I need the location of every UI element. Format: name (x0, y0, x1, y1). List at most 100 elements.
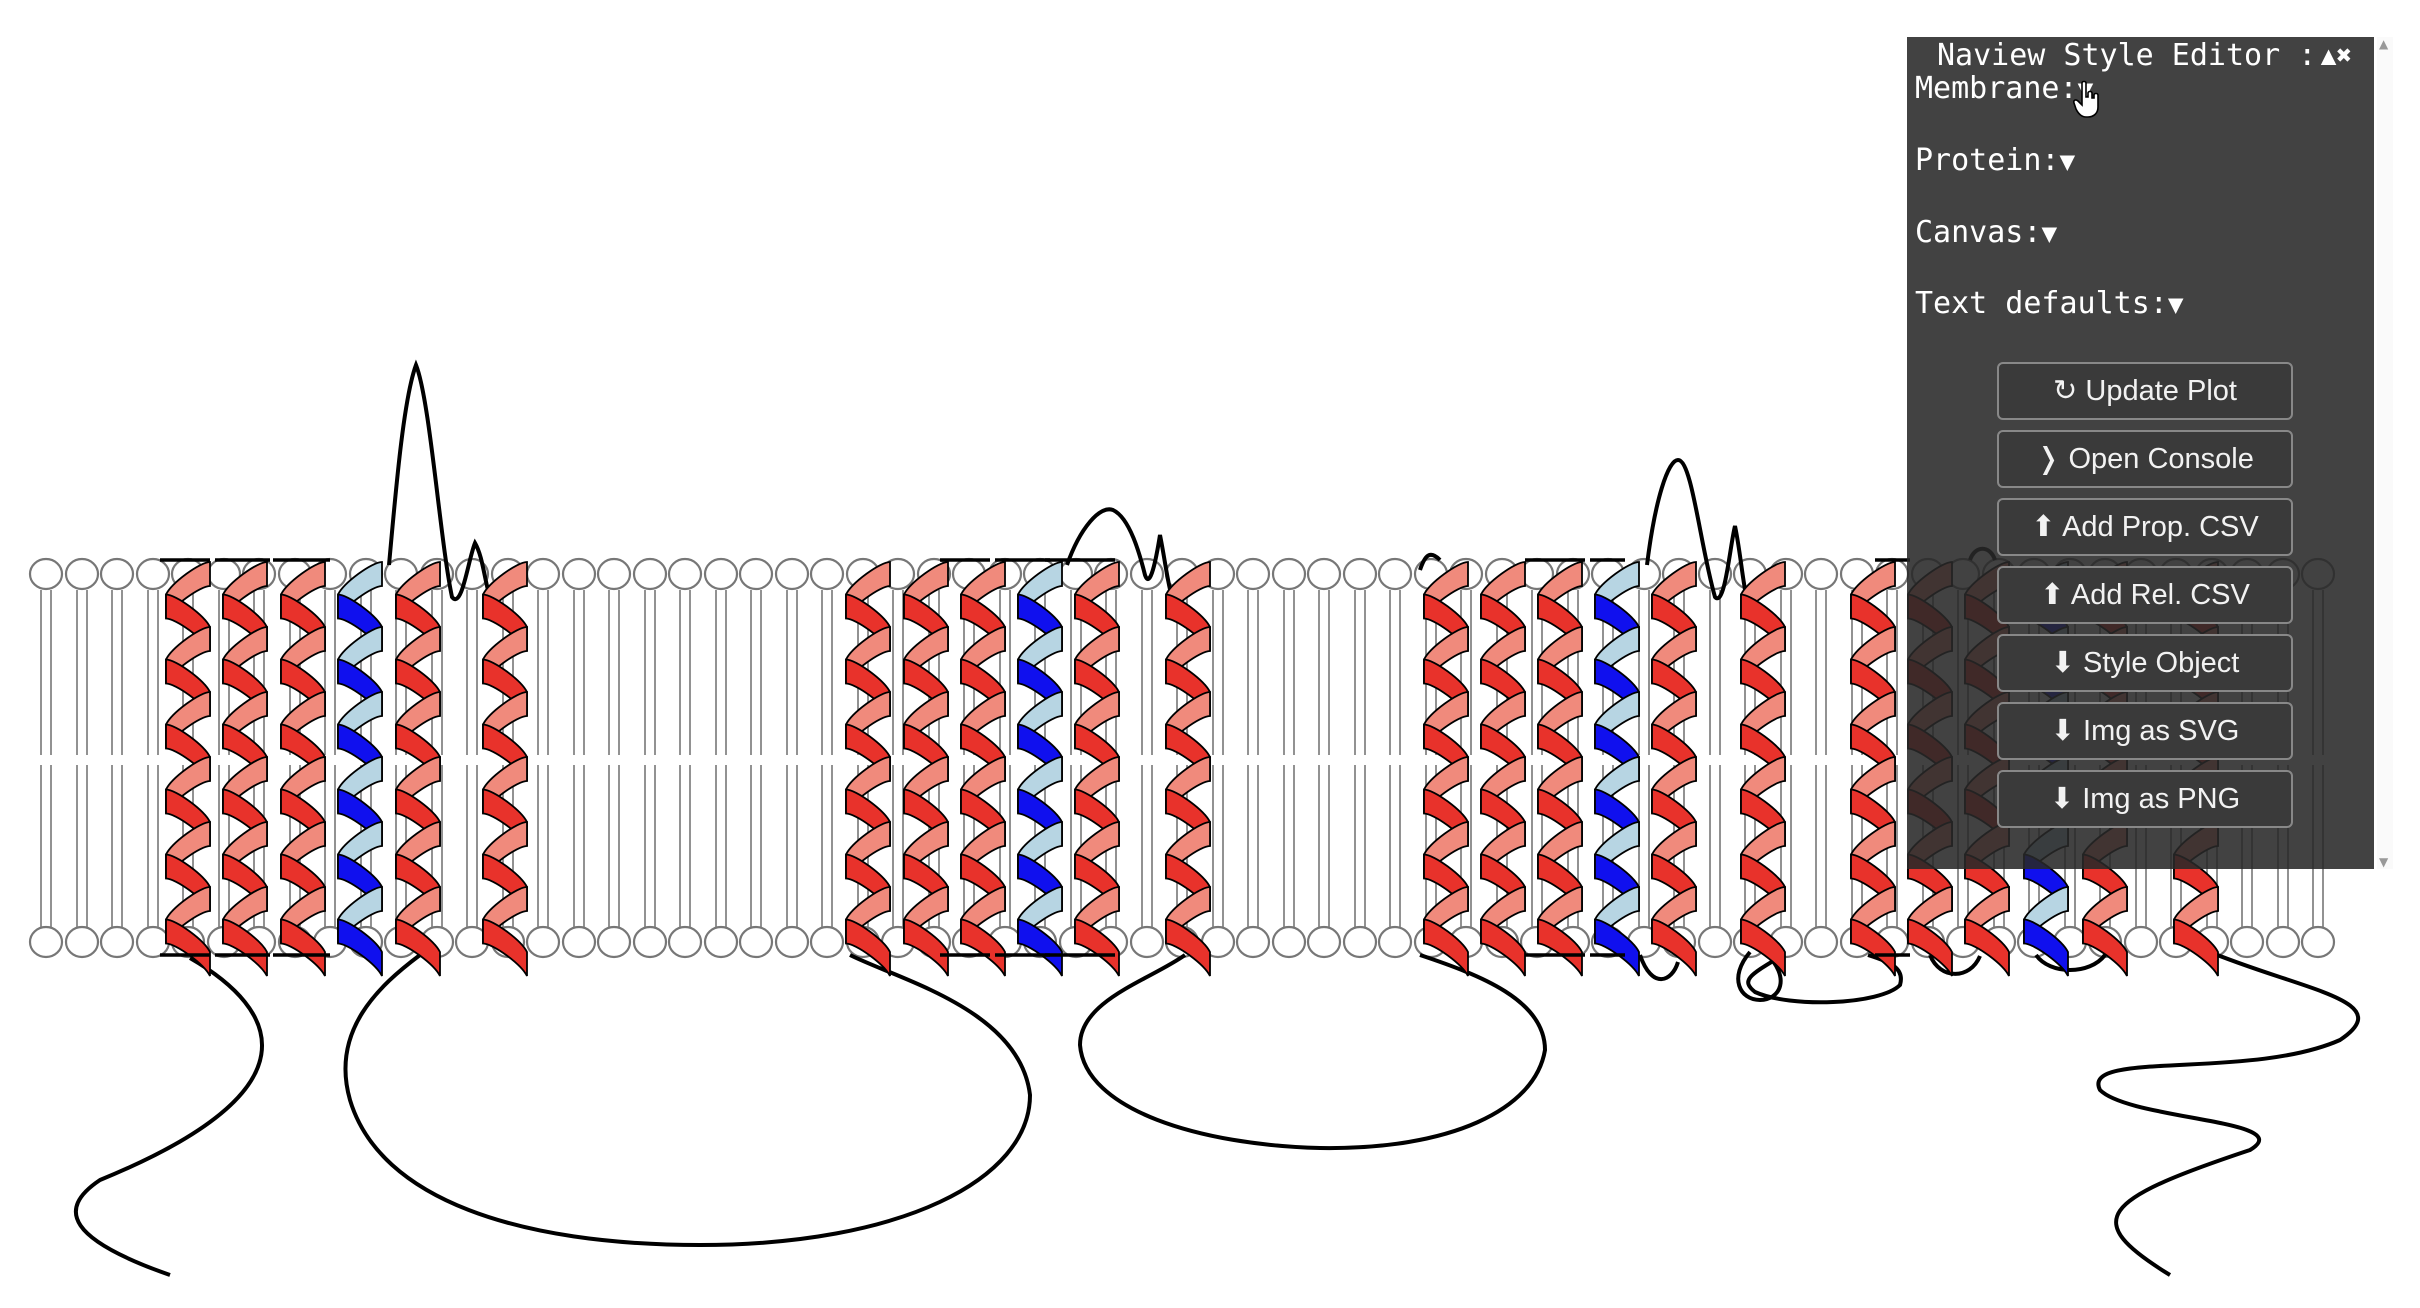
lipid-head-outer (1377, 557, 1413, 591)
lipid-head-outer (1342, 557, 1378, 591)
helix-front-ribbon (1423, 918, 1469, 977)
helix-front-ribbon (960, 918, 1006, 977)
lipid-head-outer (667, 557, 703, 591)
update-plot-label: Update Plot (2085, 375, 2237, 407)
transmembrane-helix (482, 561, 528, 977)
lipid-head-outer (738, 557, 774, 591)
helix-front-ribbon (1480, 918, 1526, 977)
helix-front-ribbon (222, 918, 268, 977)
helix-front-ribbon (1017, 918, 1063, 977)
console-chevron-icon: ❭ (2036, 443, 2061, 475)
n-terminal-loop (73, 956, 264, 1277)
transmembrane-helix (1423, 561, 1469, 977)
canvas-section[interactable]: Canvas:▼ (1915, 214, 2057, 253)
style-object-button[interactable]: ⬇ Style Object (1997, 634, 2293, 692)
helix-front-ribbon (903, 918, 949, 977)
lipid-head-inner (525, 925, 561, 959)
helix-front-ribbon (482, 918, 528, 977)
add-prop-csv-button[interactable]: ⬆ Add Prop. CSV (1997, 498, 2293, 556)
text-defaults-section-label: Text defaults: (1915, 286, 2168, 321)
style-editor-panel: Naview Style Editor : ▲✖ Membrane:▼ Prot… (1907, 37, 2374, 869)
lipid-head-inner (1377, 925, 1413, 959)
chevron-down-icon[interactable]: ▼ (2167, 290, 2184, 320)
helix-front-ribbon (1074, 918, 1120, 977)
img-as-png-button[interactable]: ⬇ Img as PNG (1997, 770, 2293, 828)
lipid-head-outer (809, 557, 845, 591)
intracellular-loop (2034, 953, 2107, 972)
lipid-head-inner (1306, 925, 1342, 959)
text-defaults-section[interactable]: Text defaults:▼ (1915, 285, 2184, 324)
lipid-head-outer (1803, 557, 1839, 591)
transmembrane-helix (165, 561, 211, 977)
membrane-section-label: Membrane: (1915, 71, 2078, 106)
open-console-label: Open Console (2068, 443, 2254, 475)
chevron-down-icon[interactable]: ▼ (2059, 147, 2076, 177)
download-icon: ⬇ (2049, 783, 2075, 815)
img-as-svg-button[interactable]: ⬇ Img as SVG (1997, 702, 2293, 760)
lipid-head-inner (28, 925, 64, 959)
lipid-head-inner (809, 925, 845, 959)
add-rel-csv-button[interactable]: ⬆ Add Rel. CSV (1997, 566, 2293, 624)
helix-front-ribbon (280, 918, 326, 977)
helix-front-ribbon (165, 918, 211, 977)
lipid-head-inner (64, 925, 100, 959)
editor-scrollbar[interactable]: ▲ ▼ (2377, 37, 2393, 869)
transmembrane-helix (960, 561, 1006, 977)
extracellular-loop (387, 359, 490, 602)
upload-icon: ⬆ (2031, 511, 2056, 543)
lipid-head-outer (561, 557, 597, 591)
helix-front-ribbon (1964, 918, 2010, 977)
lipid-head-outer (28, 557, 64, 591)
extracellular-loop (1418, 552, 1442, 571)
lipid-head-inner (1697, 925, 1733, 959)
close-icon[interactable]: ✖ (2336, 41, 2352, 71)
add-rel-csv-label: Add Rel. CSV (2070, 579, 2250, 611)
lipid-head-inner (774, 925, 810, 959)
helix-bundle-outline (995, 558, 1050, 957)
collapse-icon[interactable]: ▲ (2320, 41, 2337, 71)
update-plot-button[interactable]: ↻ Update Plot (1997, 362, 2293, 420)
loop-paths (73, 359, 2360, 1277)
protein-section[interactable]: Protein:▼ (1915, 142, 2075, 181)
lipid-head-outer (99, 557, 135, 591)
intracellular-loop (1638, 954, 1680, 981)
helix-front-ribbon (2023, 918, 2069, 977)
transmembrane-helix (1651, 561, 1697, 977)
open-console-button[interactable]: ❭ Open Console (1997, 430, 2293, 488)
img-as-svg-label: Img as SVG (2083, 715, 2240, 747)
transmembrane-helix (1740, 561, 1786, 977)
canvas-section-label: Canvas: (1915, 215, 2042, 250)
lipid-head-inner (1271, 925, 1307, 959)
extracellular-loop (1645, 457, 1748, 601)
scroll-up-arrow-icon[interactable]: ▲ (2379, 37, 2389, 51)
lipid-head-outer (525, 557, 561, 591)
lipid-head-inner (738, 925, 774, 959)
transmembrane-helix (395, 561, 441, 977)
img-as-png-label: Img as PNG (2082, 783, 2241, 815)
transmembrane-helix (1017, 561, 1063, 977)
lipid-head-inner (2123, 925, 2159, 959)
helix-bundle-outline (160, 558, 210, 957)
chevron-down-icon[interactable]: ▼ (2041, 219, 2058, 249)
lipid-head-outer (774, 557, 810, 591)
helix-front-ribbon (1537, 918, 1583, 977)
lipid-head-inner (99, 925, 135, 959)
helix-front-ribbon (2082, 918, 2128, 977)
helix-front-ribbon (337, 918, 383, 977)
transmembrane-helix (1537, 561, 1583, 977)
membrane-section[interactable]: Membrane:▼ (1915, 70, 2093, 109)
transmembrane-helix (280, 561, 326, 977)
add-prop-csv-label: Add Prop. CSV (2062, 511, 2259, 543)
lipid-head-inner (1129, 925, 1165, 959)
helix-front-ribbon (395, 918, 441, 977)
lipid-head-outer (1306, 557, 1342, 591)
transmembrane-helix (903, 561, 949, 977)
helix-front-ribbon (1594, 918, 1640, 977)
lipid-head-inner (2300, 925, 2336, 959)
transmembrane-helix (1594, 561, 1640, 977)
helix-bundle-outline (1875, 558, 1910, 957)
lipid-head-outer (703, 557, 739, 591)
scroll-down-arrow-icon[interactable]: ▼ (2379, 855, 2389, 869)
lipid-head-outer (596, 557, 632, 591)
helix-bundle-outline (940, 558, 990, 957)
